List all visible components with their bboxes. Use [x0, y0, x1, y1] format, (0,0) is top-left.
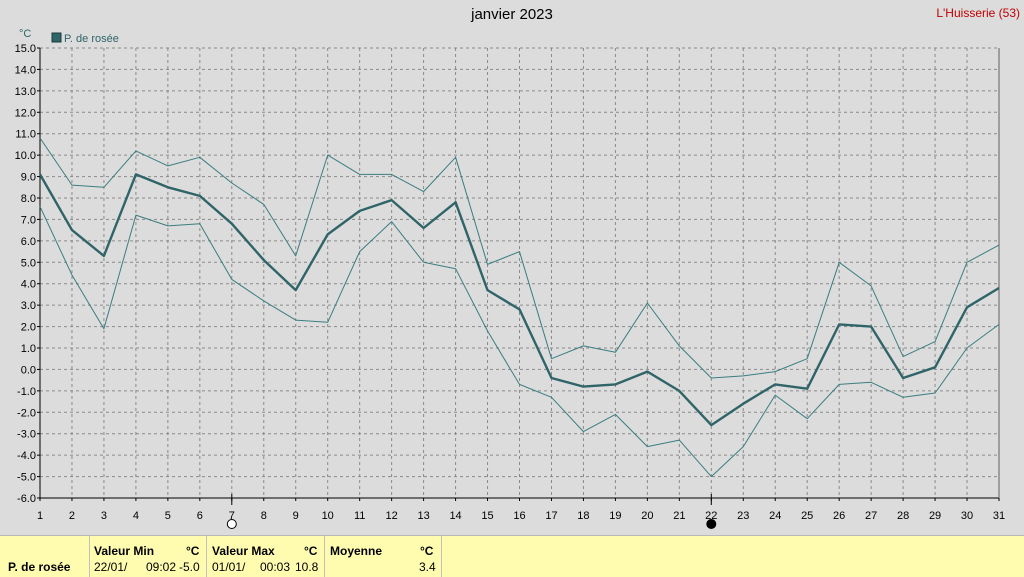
dew-point-chart: -6.0 -5.0 -4.0 -3.0 -2.0 -1.0 0.0 1.0 2.0 3.0 4.0 5…	[15, 28, 1006, 529]
footer-divider	[324, 536, 325, 577]
x-tick-label: 14	[449, 510, 461, 522]
y-tick-label: -1.0	[17, 386, 36, 398]
footer-min-unit: °C	[186, 544, 200, 558]
x-tick-label: 8	[261, 510, 267, 522]
footer-max-time: 00:03	[260, 560, 291, 574]
x-tick-label: 23	[737, 510, 749, 522]
x-tick-label: 15	[481, 510, 493, 522]
x-tick-label: 18	[577, 510, 589, 522]
y-tick-label: 14.0	[15, 64, 36, 76]
x-tick-label: 1	[37, 510, 43, 522]
x-tick-label: 21	[673, 510, 685, 522]
y-tick-label: -4.0	[17, 450, 36, 462]
y-tick-label: -5.0	[17, 472, 36, 484]
y-tick-label: 6.0	[21, 236, 36, 248]
footer-min-date: 22/01/	[94, 560, 128, 574]
stats-footer: P. de rosée Valeur Min °C 22/01/ 09:02 -…	[0, 535, 1024, 577]
x-tick-label: 5	[165, 510, 171, 522]
x-tick-label: 12	[386, 510, 398, 522]
y-tick-label: 8.0	[21, 193, 36, 205]
series-line-max	[39, 137, 1000, 379]
y-axis-unit: °C	[19, 28, 31, 40]
chart-title: janvier 2023	[471, 6, 553, 23]
x-tick-label: 10	[322, 510, 334, 522]
y-tick-label: 12.0	[15, 107, 36, 119]
x-tick-label: 11	[354, 510, 365, 522]
footer-mean-value: 3.4	[419, 560, 436, 574]
footer-mean-cell: Moyenne °C 3.4	[325, 536, 441, 577]
y-tick-label: -6.0	[17, 493, 36, 505]
y-tick-label: 2.0	[21, 322, 36, 334]
legend: P. de rosée	[51, 32, 119, 45]
x-tick-label: 24	[769, 510, 781, 522]
x-tick-label: 7	[229, 510, 235, 522]
markers	[226, 494, 717, 529]
x-tick-label: 28	[897, 510, 909, 522]
y-tick-label: 4.0	[21, 279, 36, 291]
footer-divider	[89, 536, 90, 577]
y-tick-label: 10.0	[15, 150, 36, 162]
y-tick-label: 1.0	[21, 343, 36, 355]
y-tick-label: 11.0	[15, 129, 36, 141]
min-day-marker	[706, 519, 717, 529]
max-day-marker	[226, 519, 237, 529]
x-tick-label: 30	[961, 510, 973, 522]
y-tick-label: 7.0	[21, 214, 36, 226]
x-tick-label: 25	[801, 510, 813, 522]
y-tick-label: 3.0	[21, 300, 36, 312]
x-tick-label: 20	[641, 510, 653, 522]
footer-min-header: Valeur Min	[94, 544, 155, 558]
x-tick-label: 27	[865, 510, 877, 522]
footer-mean-unit: °C	[420, 544, 434, 558]
y-tick-label: -2.0	[17, 407, 36, 419]
series-line-mean	[38, 173, 1000, 427]
footer-param-label: P. de rosée	[8, 560, 71, 574]
y-tick-label: 9.0	[21, 172, 36, 184]
x-tick-label: 26	[833, 510, 845, 522]
series	[38, 137, 1000, 478]
x-tick-label: 4	[133, 510, 139, 522]
y-tick-label: 13.0	[15, 86, 36, 98]
footer-min-cell: Valeur Min °C 22/01/ 09:02 -5.0	[90, 536, 206, 577]
series-line-min	[39, 206, 1000, 478]
x-tick-label: 6	[197, 510, 203, 522]
footer-max-value: 10.8	[295, 560, 319, 574]
x-tick-label: 31	[993, 510, 1005, 522]
x-tick-label: 13	[417, 510, 429, 522]
x-tick-label: 3	[101, 510, 107, 522]
grid	[39, 47, 1000, 499]
y-tick-label: -3.0	[17, 429, 36, 441]
x-tick-label: 22	[705, 510, 717, 522]
footer-param-cell: P. de rosée	[0, 536, 89, 577]
footer-mean-header: Moyenne	[330, 544, 383, 558]
x-tick-label: 2	[69, 510, 75, 522]
y-tick-label: 15.0	[15, 43, 36, 55]
y-tick-label: 0.0	[21, 364, 36, 376]
footer-max-cell: Valeur Max °C 01/01/ 00:03 10.8	[207, 536, 324, 577]
footer-max-header: Valeur Max	[212, 544, 275, 558]
x-tick-label: 29	[929, 510, 941, 522]
axes: -6.0 -5.0 -4.0 -3.0 -2.0 -1.0 0.0 1.0 2.0 3.0 4.0 5…	[15, 43, 1006, 522]
footer-min-time: 09:02	[146, 560, 177, 574]
y-tick-label: 5.0	[21, 257, 36, 269]
x-tick-label: 16	[513, 510, 525, 522]
x-tick-label: 9	[293, 510, 299, 522]
footer-max-date: 01/01/	[212, 560, 246, 574]
station-name: L'Huisserie (53)	[936, 6, 1020, 20]
x-tick-label: 19	[609, 510, 621, 522]
footer-divider	[206, 536, 207, 577]
x-tick-label: 17	[545, 510, 557, 522]
footer-divider	[441, 536, 442, 577]
legend-swatch	[51, 32, 62, 43]
footer-min-value: -5.0	[179, 560, 200, 574]
footer-max-unit: °C	[304, 544, 318, 558]
legend-label: P. de rosée	[64, 33, 119, 45]
